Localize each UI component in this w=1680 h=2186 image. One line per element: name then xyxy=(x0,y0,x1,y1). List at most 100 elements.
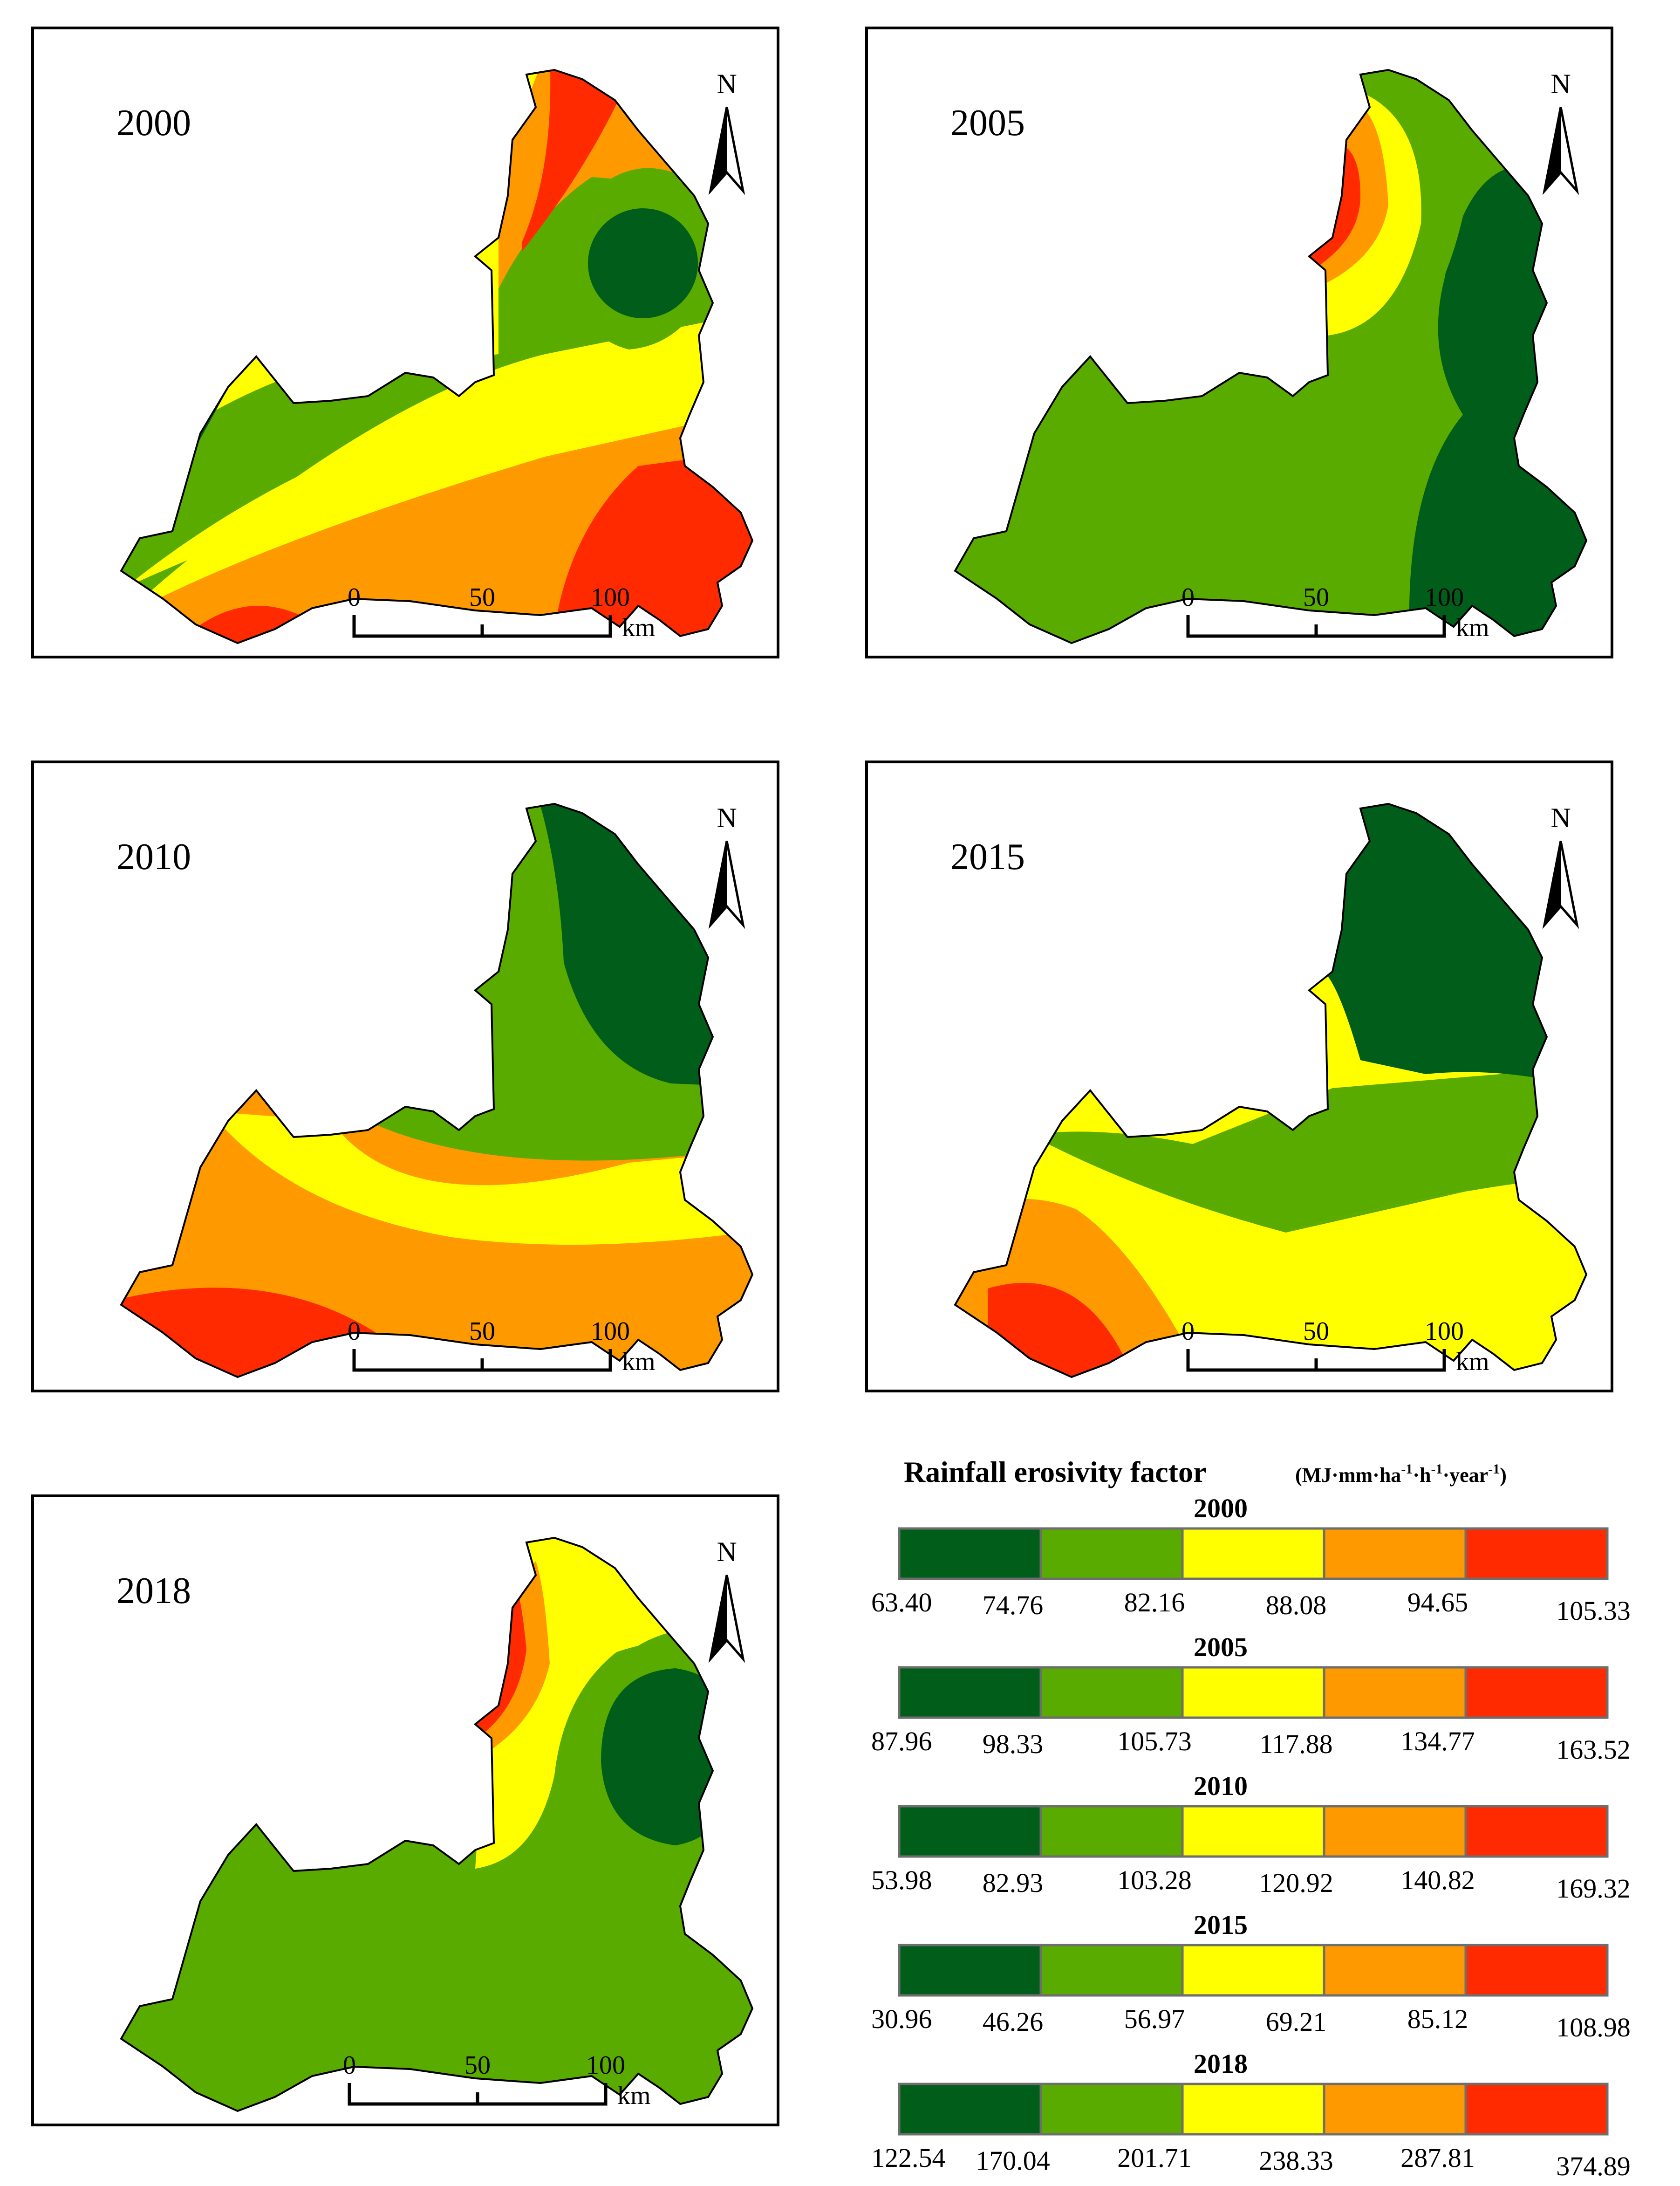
svg-text:100: 100 xyxy=(591,583,630,612)
legend-class-swatch xyxy=(1323,1944,1467,1997)
map-panel-2005: 2005 N 0 50 100 km xyxy=(865,27,1613,658)
legend-class-swatch xyxy=(1323,1666,1467,1719)
svg-text:N: N xyxy=(717,69,737,99)
svg-text:0: 0 xyxy=(1181,583,1195,612)
svg-text:50: 50 xyxy=(1303,583,1329,612)
legend-break-value: 82.93 xyxy=(983,1868,1044,1898)
legend-class-swatch xyxy=(1039,2083,1184,2136)
svg-text:50: 50 xyxy=(1303,1317,1329,1346)
scale-bar: 0 50 100 km xyxy=(1181,583,1489,642)
legend-class-swatch xyxy=(1464,1527,1609,1580)
legend-break-value: 69.21 xyxy=(1266,2007,1327,2037)
legend: Rainfall erosivity factor (MJ·mm·ha-1·h-… xyxy=(871,1455,1631,2181)
panel-year-label: 2015 xyxy=(950,836,1025,877)
map-panel-2010: 2010 N 0 50 100 km xyxy=(31,761,779,1392)
legend-class-swatch xyxy=(1464,1944,1609,1997)
legend-break-value: 170.04 xyxy=(976,2145,1050,2176)
legend-break-value: 98.33 xyxy=(983,1729,1044,1759)
legend-class-swatch xyxy=(1039,1944,1184,1997)
legend-class-swatch xyxy=(1464,2083,1609,2136)
svg-text:100: 100 xyxy=(1425,1317,1464,1346)
legend-bar-2000: 2000 63.40 74.76 82.16 88.08 94.65 105.33 xyxy=(871,1493,1631,1626)
legend-break-value: 85.12 xyxy=(1407,2004,1468,2034)
legend-break-value: 140.82 xyxy=(1400,1865,1475,1895)
north-arrow: N xyxy=(708,1536,745,1663)
svg-text:km: km xyxy=(622,613,656,642)
legend-class-swatch xyxy=(898,1666,1042,1719)
legend-break-value: 238.33 xyxy=(1259,2145,1333,2176)
legend-break-value: 74.76 xyxy=(983,1590,1044,1620)
panel-year-label: 2018 xyxy=(116,1570,191,1611)
svg-text:100: 100 xyxy=(586,2051,625,2080)
legend-break-value: 105.33 xyxy=(1556,1596,1631,1626)
svg-text:km: km xyxy=(1456,613,1489,642)
legend-break-value: 287.81 xyxy=(1400,2143,1475,2173)
legend-bar-2005: 2005 87.96 98.33 105.73 117.88 134.77 163.52 xyxy=(871,1632,1631,1765)
legend-break-value: 56.97 xyxy=(1124,2004,1185,2034)
scale-bar: 0 50 100 km xyxy=(343,2051,651,2110)
legend-class-swatch xyxy=(1181,1944,1325,1997)
legend-break-value: 122.54 xyxy=(871,2143,946,2173)
legend-class-swatch xyxy=(898,1527,1042,1580)
legend-class-swatch xyxy=(1181,1805,1325,1858)
legend-class-swatch xyxy=(1181,1527,1325,1580)
legend-class-swatch xyxy=(1181,1666,1325,1719)
legend-class-swatch xyxy=(1464,1805,1609,1858)
north-arrow: N xyxy=(1542,69,1579,195)
legend-title: Rainfall erosivity factor xyxy=(904,1455,1206,1488)
svg-text:N: N xyxy=(717,1536,737,1567)
legend-class-swatch xyxy=(1039,1805,1184,1858)
legend-class-swatch xyxy=(1323,1805,1467,1858)
svg-text:N: N xyxy=(717,802,737,833)
legend-break-value: 88.08 xyxy=(1266,1590,1327,1620)
legend-break-value: 163.52 xyxy=(1556,1734,1631,1765)
panel-year-label: 2005 xyxy=(950,103,1025,144)
legend-year-label: 2015 xyxy=(1194,1910,1248,1940)
panel-year-label: 2010 xyxy=(116,836,191,877)
scale-bar: 0 50 100 km xyxy=(348,1317,656,1376)
legend-class-swatch xyxy=(1464,1666,1609,1719)
legend-unit: (MJ·mm·ha-1·h-1·year-1) xyxy=(1295,1461,1507,1487)
svg-text:km: km xyxy=(1456,1347,1489,1376)
svg-text:50: 50 xyxy=(464,2051,491,2080)
legend-break-value: 374.89 xyxy=(1556,2151,1631,2181)
north-arrow: N xyxy=(1542,802,1579,929)
svg-text:50: 50 xyxy=(469,1317,495,1346)
legend-year-label: 2005 xyxy=(1194,1632,1248,1662)
legend-break-value: 53.98 xyxy=(871,1865,932,1895)
legend-break-value: 105.73 xyxy=(1117,1726,1192,1756)
legend-class-swatch xyxy=(1323,1527,1467,1580)
svg-text:0: 0 xyxy=(348,583,361,612)
legend-break-value: 82.16 xyxy=(1124,1587,1185,1617)
legend-class-swatch xyxy=(1039,1527,1184,1580)
svg-text:50: 50 xyxy=(469,583,495,612)
svg-text:0: 0 xyxy=(1181,1317,1195,1346)
legend-year-label: 2018 xyxy=(1194,2049,1248,2079)
svg-text:N: N xyxy=(1550,69,1571,99)
legend-class-swatch xyxy=(1039,1666,1184,1719)
svg-text:100: 100 xyxy=(591,1317,630,1346)
legend-break-value: 63.40 xyxy=(871,1587,932,1617)
legend-break-value: 87.96 xyxy=(871,1726,932,1756)
scale-bar: 0 50 100 km xyxy=(1181,1317,1489,1376)
svg-text:km: km xyxy=(622,1347,656,1376)
legend-class-swatch xyxy=(1181,2083,1325,2136)
legend-break-value: 169.32 xyxy=(1556,1873,1631,1904)
legend-break-value: 117.88 xyxy=(1259,1729,1332,1759)
legend-break-value: 103.28 xyxy=(1117,1865,1192,1895)
svg-text:0: 0 xyxy=(348,1317,361,1346)
legend-bar-2010: 2010 53.98 82.93 103.28 120.92 140.82 169.32 xyxy=(871,1771,1631,1904)
legend-break-value: 108.98 xyxy=(1556,2012,1631,2042)
legend-break-value: 30.96 xyxy=(871,2004,932,2034)
legend-break-value: 134.77 xyxy=(1400,1726,1475,1756)
legend-bar-2015: 2015 30.96 46.26 56.97 69.21 85.12 108.98 xyxy=(871,1910,1631,2042)
north-arrow: N xyxy=(708,69,745,195)
svg-text:km: km xyxy=(617,2081,651,2110)
svg-text:N: N xyxy=(1550,802,1571,833)
panel-year-label: 2000 xyxy=(116,103,191,144)
legend-class-swatch xyxy=(1323,2083,1467,2136)
map-panel-2018: 2018 N 0 50 100 km xyxy=(31,1494,779,2126)
legend-class-swatch xyxy=(898,1805,1042,1858)
legend-bar-2018: 2018 122.54 170.04 201.71 238.33 287.81 374.89 xyxy=(871,2049,1631,2181)
legend-year-label: 2010 xyxy=(1194,1771,1248,1801)
